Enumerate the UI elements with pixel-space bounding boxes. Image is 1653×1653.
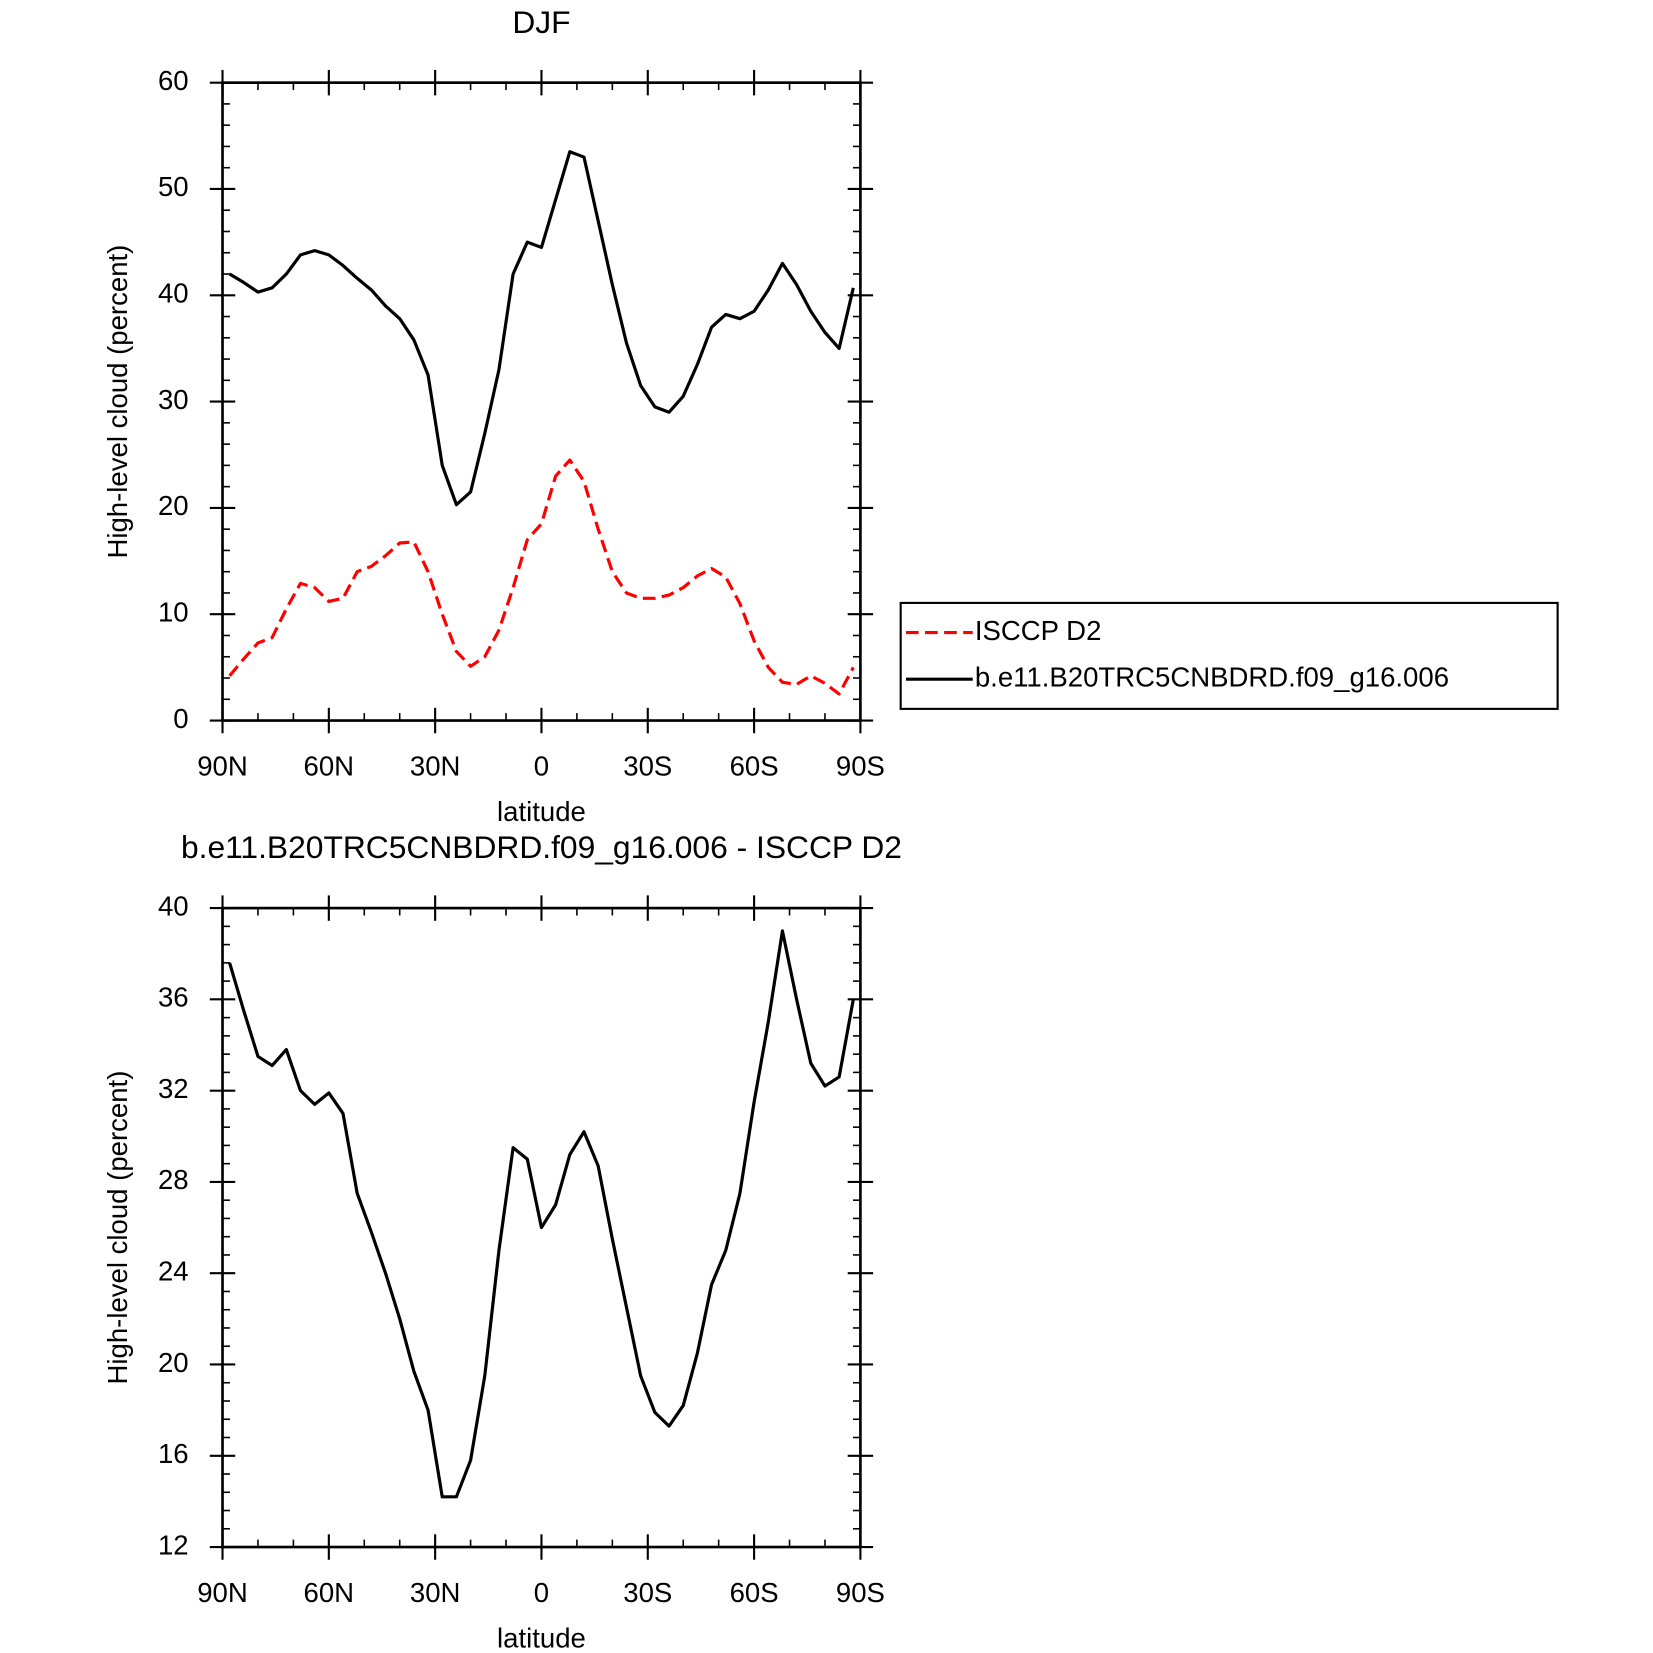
chart-title: DJF bbox=[512, 4, 570, 40]
x-tick-label: 30N bbox=[410, 1577, 461, 1608]
legend-label: ISCCP D2 bbox=[975, 615, 1102, 646]
legend-box bbox=[899, 601, 1559, 710]
y-tick-label: 40 bbox=[158, 278, 189, 309]
x-tick-label: 60N bbox=[304, 1577, 355, 1608]
y-tick-label: 40 bbox=[158, 890, 189, 921]
y-tick-label: 12 bbox=[158, 1529, 189, 1560]
x-tick-label: 30N bbox=[410, 751, 461, 782]
y-tick-label: 16 bbox=[158, 1438, 189, 1469]
y-tick-label: 32 bbox=[158, 1073, 189, 1104]
x-tick-label: 90N bbox=[197, 1577, 248, 1608]
x-tick-label: 60N bbox=[304, 751, 355, 782]
x-tick-label: 0 bbox=[534, 751, 549, 782]
x-axis-label: latitude bbox=[497, 1623, 586, 1653]
x-tick-label: 90N bbox=[197, 751, 248, 782]
x-tick-label: 90S bbox=[836, 1577, 885, 1608]
x-tick-label: 0 bbox=[534, 1577, 549, 1608]
x-tick-label: 60S bbox=[730, 1577, 779, 1608]
y-tick-label: 0 bbox=[173, 703, 188, 734]
x-tick-label: 30S bbox=[623, 751, 672, 782]
y-tick-label: 10 bbox=[158, 597, 189, 628]
legend-label: b.e11.B20TRC5CNBDRD.f09_g16.006 bbox=[975, 661, 1449, 692]
x-tick-label: 30S bbox=[623, 1577, 672, 1608]
x-tick-label: 90S bbox=[836, 751, 885, 782]
y-axis-label: High-level cloud (percent) bbox=[102, 1071, 133, 1385]
plot-frame bbox=[221, 81, 862, 722]
plot-frame bbox=[221, 906, 862, 1549]
data-line bbox=[228, 929, 855, 1499]
y-tick-label: 50 bbox=[158, 171, 189, 202]
y-tick-label: 20 bbox=[158, 1347, 189, 1378]
y-tick-label: 28 bbox=[158, 1164, 189, 1195]
y-tick-label: 30 bbox=[158, 384, 189, 415]
data-line bbox=[228, 458, 855, 696]
x-tick-label: 60S bbox=[730, 751, 779, 782]
data-line bbox=[228, 150, 855, 507]
x-axis-label: latitude bbox=[497, 796, 586, 827]
y-tick-label: 36 bbox=[158, 982, 189, 1013]
y-axis-label: High-level cloud (percent) bbox=[102, 245, 133, 559]
y-tick-label: 20 bbox=[158, 490, 189, 521]
y-tick-label: 60 bbox=[158, 65, 189, 96]
y-tick-label: 24 bbox=[158, 1255, 189, 1286]
chart-title: b.e11.B20TRC5CNBDRD.f09_g16.006 - ISCCP … bbox=[181, 829, 902, 865]
